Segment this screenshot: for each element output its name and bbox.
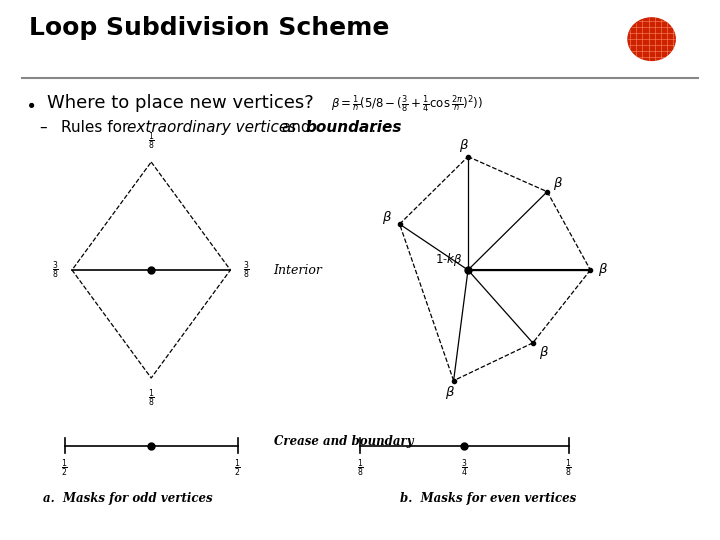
Text: $\beta$: $\beta$ (459, 137, 469, 154)
Text: and: and (277, 120, 315, 135)
Text: $\frac{1}{8}$: $\frac{1}{8}$ (148, 131, 155, 152)
Text: $\frac{3}{4}$: $\frac{3}{4}$ (461, 457, 468, 479)
Text: b.  Masks for even vertices: b. Masks for even vertices (400, 492, 576, 505)
Text: $\frac{1}{2}$: $\frac{1}{2}$ (61, 457, 68, 479)
Text: Interior: Interior (274, 264, 323, 276)
Text: $\beta$: $\beta$ (553, 175, 563, 192)
Text: $\beta$: $\beta$ (445, 384, 455, 401)
Text: $\bullet$: $\bullet$ (25, 94, 35, 112)
Text: $\beta$: $\beta$ (382, 209, 392, 226)
Text: –: – (40, 120, 48, 135)
Text: extraordinary vertices: extraordinary vertices (127, 120, 296, 135)
Text: $\frac{1}{8}$: $\frac{1}{8}$ (356, 457, 364, 479)
Text: $\frac{3}{8}$: $\frac{3}{8}$ (243, 259, 251, 281)
Text: $\frac{1}{8}$: $\frac{1}{8}$ (148, 388, 155, 409)
Text: $\beta = \frac{1}{n}(5/8 - (\frac{3}{8} + \frac{1}{4}\cos\frac{2\pi}{n})^2))$: $\beta = \frac{1}{n}(5/8 - (\frac{3}{8} … (331, 93, 483, 114)
Text: $\frac{1}{2}$: $\frac{1}{2}$ (234, 457, 241, 479)
Text: $\frac{1}{8}$: $\frac{1}{8}$ (565, 457, 572, 479)
Text: $1$-$k\beta$: $1$-$k\beta$ (435, 252, 462, 268)
Text: Loop Subdivision Scheme: Loop Subdivision Scheme (29, 16, 390, 40)
Text: $\beta$: $\beta$ (539, 344, 549, 361)
Text: :: : (370, 120, 375, 135)
Text: boundaries: boundaries (305, 120, 402, 135)
Ellipse shape (628, 18, 675, 60)
Text: Rules for: Rules for (61, 120, 133, 135)
Text: a.  Masks for odd vertices: a. Masks for odd vertices (43, 492, 213, 505)
Text: $\beta$: $\beta$ (598, 261, 608, 279)
Text: Where to place new vertices?: Where to place new vertices? (47, 94, 313, 112)
Text: $\frac{3}{8}$: $\frac{3}{8}$ (52, 259, 59, 281)
Text: Crease and boundary: Crease and boundary (274, 435, 413, 448)
